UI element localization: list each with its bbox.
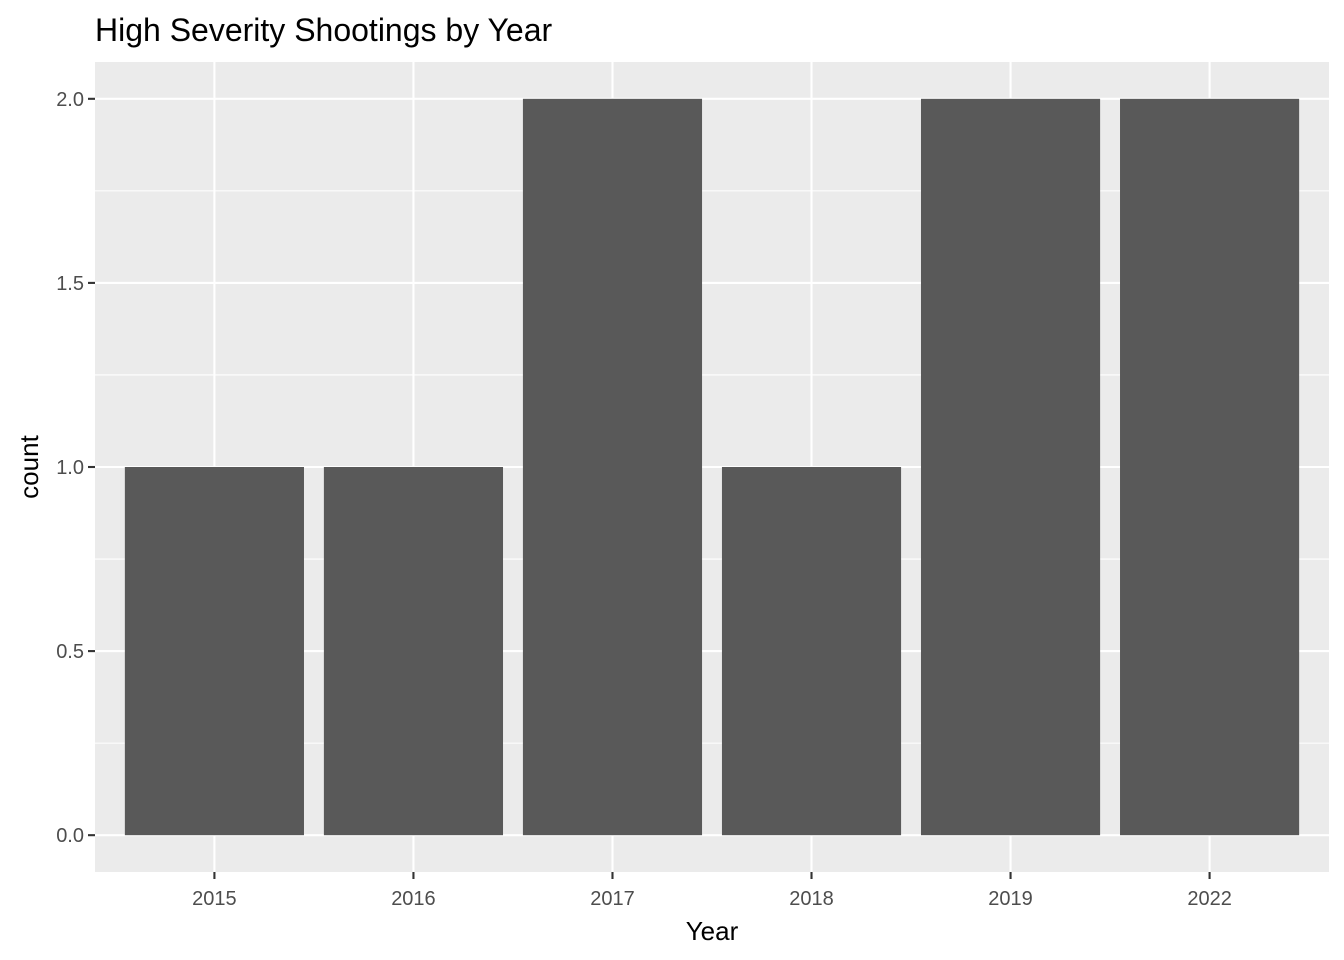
bar-2019 [920,98,1101,836]
x-tick-label: 2019 [988,888,1033,910]
bar-2022 [1120,98,1300,836]
y-tick-label: 0.5 [56,641,84,663]
x-tick-label: 2017 [590,888,635,910]
x-tick-label: 2015 [192,888,237,910]
axes: 0.0 0.5 1.0 1.5 2.0 2015 2016 2017 2018 2019 2022 [56,89,1232,910]
bar-2015 [124,467,304,836]
x-tick-label: 2022 [1187,888,1232,910]
bars [124,98,1300,836]
bar-2016 [323,467,504,836]
y-tick-label: 2.0 [56,89,84,111]
y-tick-label: 1.0 [56,457,84,479]
x-axis-title: Year [686,916,739,946]
chart-title: High Severity Shootings by Year [95,12,553,48]
bar-2017 [522,98,703,836]
y-tick-label: 0.0 [56,825,84,847]
x-tick-label: 2018 [789,888,834,910]
bar-2018 [721,467,902,836]
x-tick-label: 2016 [391,888,436,910]
y-axis-title: count [14,434,44,498]
y-tick-label: 1.5 [56,273,84,295]
